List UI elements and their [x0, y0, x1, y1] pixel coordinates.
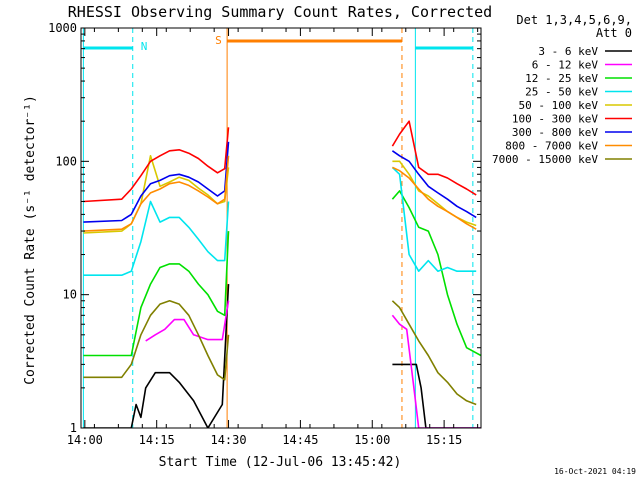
legend-label-7: 300 - 800 keV — [512, 126, 598, 139]
x-tick-label: 14:45 — [282, 433, 318, 447]
axes: 1 10 100 1000 14:00 14:15 14:30 14:45 15:00 15:15 — [48, 21, 482, 447]
series-line-2 — [391, 314, 481, 428]
night-label: N — [141, 40, 148, 53]
x-tick-label: 15:15 — [426, 433, 462, 447]
series-line-8 — [83, 155, 230, 232]
y-tick-label: 100 — [55, 154, 77, 168]
x-tick-label: 14:30 — [210, 433, 246, 447]
series-line-2 — [145, 300, 230, 342]
series-line-3 — [391, 190, 481, 357]
legend-label-4: 25 - 50 keV — [525, 86, 598, 99]
footer-date: 16-Oct-2021 04:19 — [554, 467, 636, 476]
legend-title-line1: Det 1,3,4,5,6,9, — [516, 13, 632, 27]
x-axis-label: Start Time (12-Jul-06 13:45:42) — [159, 455, 402, 470]
legend-label-2: 6 - 12 keV — [532, 59, 599, 72]
legend-label-3: 12 - 25 keV — [525, 72, 598, 85]
saa-label: S — [215, 34, 222, 47]
series-line-7 — [391, 150, 477, 219]
legend-label-9: 7000 - 15000 keV — [492, 153, 598, 166]
legend-title-line2: Att 0 — [596, 26, 632, 40]
series-line-4 — [391, 166, 477, 273]
series-line-1 — [392, 363, 481, 428]
legend-label-8: 800 - 7000 keV — [505, 140, 598, 153]
x-tick-label: 14:00 — [67, 433, 103, 447]
series-line-4 — [83, 200, 230, 277]
series-line-6 — [83, 127, 230, 203]
series-line-8 — [392, 166, 477, 230]
plot-frame — [80, 27, 482, 429]
x-tick-label: 14:15 — [139, 433, 175, 447]
y-tick-label: 1 — [70, 421, 77, 435]
series-line-3 — [83, 231, 230, 357]
y-tick-label: 1000 — [48, 21, 77, 35]
y-axis-label: Corrected Count Rate (s⁻¹ detector⁻¹) — [23, 95, 38, 385]
series-line-1 — [83, 284, 230, 428]
legend-label-5: 50 - 100 keV — [519, 99, 599, 112]
series-line-9 — [391, 300, 477, 406]
x-tick-label: 15:00 — [354, 433, 390, 447]
legend-label-1: 3 - 6 keV — [538, 45, 598, 58]
y-tick-label: 10 — [63, 288, 77, 302]
legend-label-6: 100 - 300 keV — [512, 113, 598, 126]
series-line-6 — [391, 120, 477, 196]
series-line-7 — [83, 141, 230, 223]
series-line-9 — [83, 299, 230, 381]
chart-title: RHESSI Observing Summary Count Rates, Co… — [68, 3, 492, 21]
